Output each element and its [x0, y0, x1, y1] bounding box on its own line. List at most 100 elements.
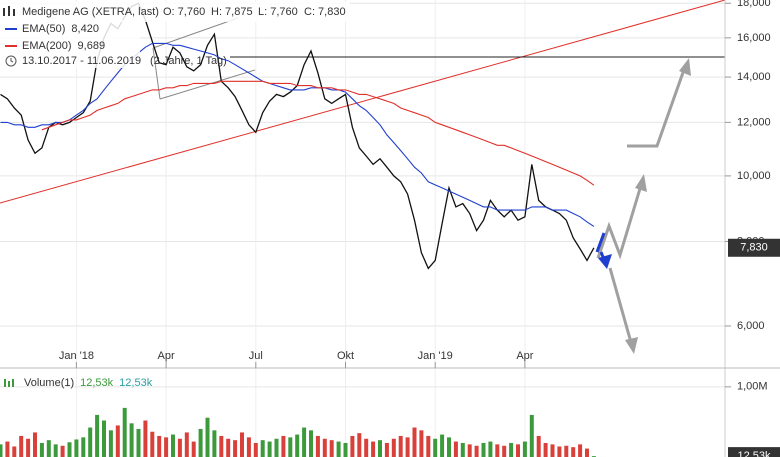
volume-bar — [122, 407, 127, 457]
volume-bar — [405, 437, 410, 457]
volume-bar — [398, 435, 403, 457]
arrow-heads — [625, 58, 691, 354]
legend-value: 8,420 — [71, 23, 99, 35]
volume-bar — [488, 441, 493, 457]
volume-icon — [8, 381, 10, 387]
volume-bar — [171, 434, 175, 457]
ohlc-label: H: 7,875 — [211, 6, 253, 18]
volume-bar — [343, 442, 348, 457]
legend-value: 9,689 — [78, 40, 106, 52]
volume-bar — [495, 444, 500, 457]
volume-bar — [46, 440, 51, 457]
arrow-down-path — [608, 267, 634, 347]
volume-bar — [509, 442, 514, 457]
legend-series: Medigene AG (XETRA, last) — [22, 6, 159, 18]
volume-bar — [571, 447, 576, 457]
volume-icon — [4, 379, 6, 387]
x-tick-label: Apr — [516, 350, 533, 362]
y-tick-label: 1,00M — [737, 381, 768, 393]
volume-bar — [108, 430, 113, 457]
volume-bar — [288, 437, 293, 457]
volume-bar — [198, 428, 203, 457]
channel-line — [159, 69, 256, 100]
volume-bar — [460, 442, 465, 457]
volume-legend-value: 12,53k — [80, 377, 114, 389]
volume-bar — [295, 434, 300, 457]
ohlc-label: C: 7,830 — [304, 6, 346, 18]
volume-bar — [212, 430, 217, 457]
volume-bar — [371, 441, 376, 457]
y-tick-label: 16,000 — [737, 32, 771, 44]
blue-arrow-up — [595, 232, 606, 253]
period: 13.10.2017 - 11.06.2019 — [22, 55, 141, 67]
volume-bar — [184, 432, 189, 457]
ohlc-icon — [13, 9, 15, 16]
volume-bar — [536, 435, 541, 457]
volume-bar — [329, 440, 334, 457]
volume-bar — [129, 423, 134, 457]
x-tick-label: Jul — [249, 350, 263, 362]
volume-bar — [543, 442, 548, 457]
volume-bar — [550, 444, 555, 457]
volume-bar — [67, 442, 72, 457]
volume-icon — [12, 379, 14, 387]
volume-bar — [26, 438, 31, 457]
last-price-label: 7,830 — [740, 242, 768, 254]
volume-bar — [467, 444, 472, 457]
volume-bar — [447, 437, 451, 457]
ema-line — [0, 42, 595, 227]
arrow-head — [625, 337, 638, 354]
volume-bar — [578, 444, 583, 457]
volume-bar — [226, 438, 231, 457]
volume-bar — [391, 438, 396, 457]
volume-bar — [322, 438, 327, 457]
x-tick-label: Apr — [158, 350, 175, 362]
y-tick-label: 10,000 — [737, 170, 771, 182]
volume-bar — [557, 446, 562, 457]
volume-bar — [157, 435, 162, 457]
volume-bar — [260, 440, 265, 457]
volume-bar — [95, 414, 100, 457]
volume-bar — [102, 420, 106, 457]
volume-bar — [309, 430, 313, 457]
legend-label: EMA(200) — [22, 40, 72, 52]
volume-bar — [267, 441, 272, 457]
volume-bar — [233, 440, 238, 457]
volume-bar — [33, 432, 37, 457]
volume-bar — [585, 448, 589, 457]
ema-line — [41, 80, 595, 186]
clock-icon — [5, 55, 17, 67]
clock-icon — [10, 58, 14, 63]
period-note: (2 Jahre, 1 Tag) — [150, 55, 227, 67]
y-tick-label: 6,000 — [737, 320, 765, 332]
x-tick-label: Jan '18 — [59, 350, 94, 362]
volume-bar — [384, 442, 389, 457]
volume-bar — [60, 445, 65, 457]
volume-bar — [440, 434, 445, 457]
volume-bar — [315, 435, 320, 457]
volume-bar — [453, 441, 458, 457]
volume-bar — [115, 425, 120, 457]
volume-bar — [0, 444, 3, 457]
volume-bar — [336, 441, 341, 457]
volume-bar — [253, 442, 258, 457]
volume-bar — [74, 439, 79, 457]
volume-bar — [529, 414, 534, 457]
blue-arrow-head — [598, 254, 612, 269]
volume-bar — [350, 435, 355, 457]
volume-legend-value: 12,53k — [119, 377, 153, 389]
volume-bar — [150, 431, 155, 457]
volume-bar — [364, 438, 369, 457]
volume-bar — [177, 438, 182, 457]
volume-bar — [281, 435, 286, 457]
volume-bar — [12, 446, 17, 457]
arrow-head — [635, 174, 647, 192]
volume-bar — [419, 430, 424, 457]
last-price-box — [728, 238, 780, 257]
y-tick-label: 18,000 — [737, 0, 771, 9]
legend-label: EMA(50) — [22, 23, 65, 35]
volume-bar — [136, 428, 141, 457]
channel-line — [152, 47, 161, 100]
